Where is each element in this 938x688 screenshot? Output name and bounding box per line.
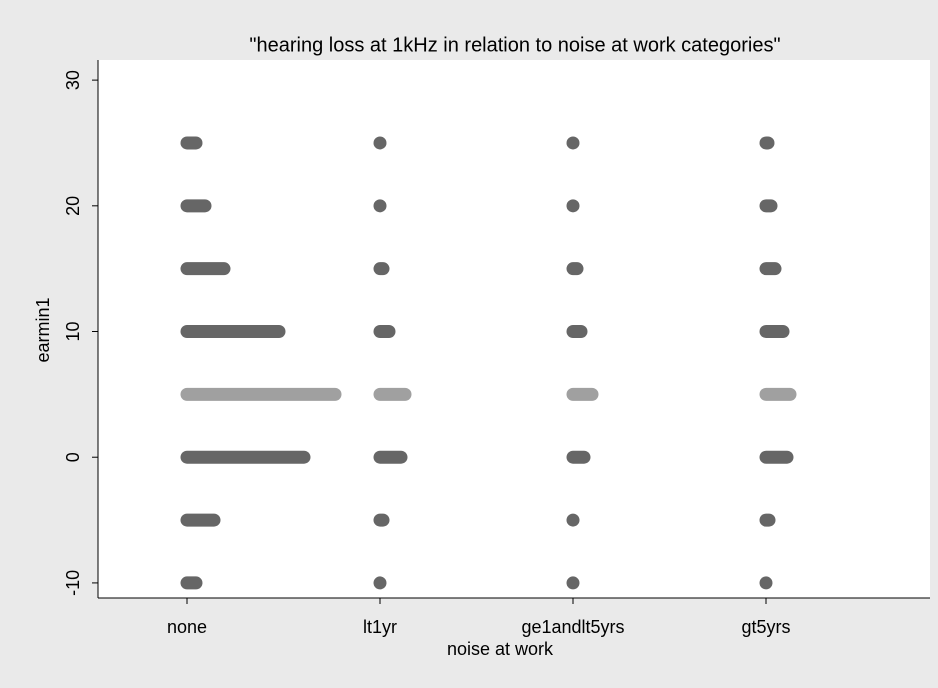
y-tick-label: 20 <box>63 196 83 216</box>
x-axis-title: noise at work <box>447 639 554 659</box>
chart-title: "hearing loss at 1kHz in relation to noi… <box>249 34 780 56</box>
y-tick-label: 0 <box>63 452 83 462</box>
x-tick-label: gt5yrs <box>741 617 790 637</box>
y-tick-label: -10 <box>63 570 83 596</box>
x-tick-label: ge1andlt5yrs <box>521 617 624 637</box>
y-tick-label: 30 <box>63 70 83 90</box>
y-tick-label: 10 <box>63 321 83 341</box>
y-axis-title: earmin1 <box>33 297 53 362</box>
x-tick-label: none <box>167 617 207 637</box>
x-tick-label: lt1yr <box>363 617 397 637</box>
